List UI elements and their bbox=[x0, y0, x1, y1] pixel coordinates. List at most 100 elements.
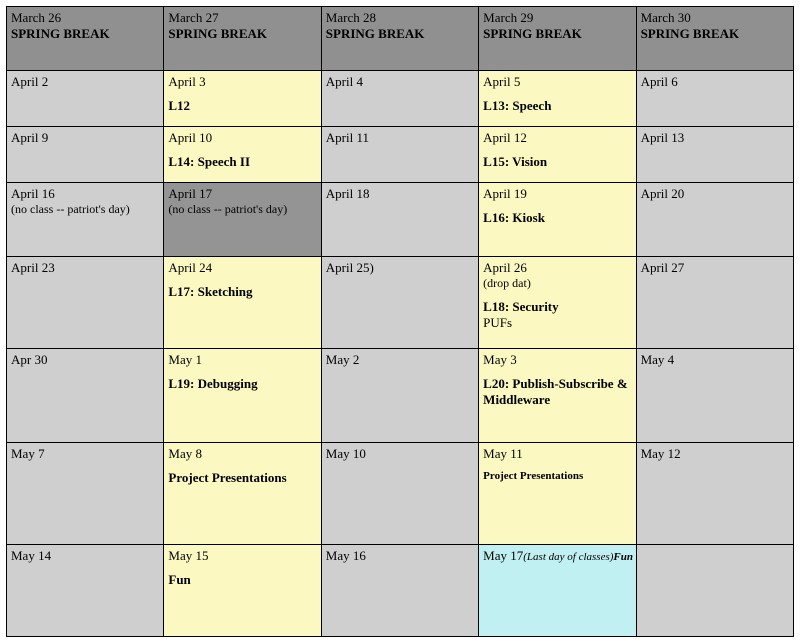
calendar-cell: March 26SPRING BREAK bbox=[7, 7, 164, 71]
calendar-cell: April 17(no class -- patriot's day) bbox=[164, 183, 321, 257]
calendar-cell: April 20 bbox=[636, 183, 793, 257]
cell-date: April 26 bbox=[483, 260, 631, 276]
cell-title: L13: Speech bbox=[483, 98, 631, 114]
cell-date: April 5 bbox=[483, 74, 631, 90]
cell-date: April 24 bbox=[168, 260, 316, 276]
calendar-cell: May 7 bbox=[7, 443, 164, 545]
calendar-cell: April 18 bbox=[321, 183, 478, 257]
cell-date: May 15 bbox=[168, 548, 316, 564]
cell-subtext: (no class -- patriot's day) bbox=[11, 202, 159, 217]
cell-date bbox=[641, 548, 789, 564]
cell-date: April 4 bbox=[326, 74, 474, 90]
cell-date: May 10 bbox=[326, 446, 474, 462]
cell-date: March 30 bbox=[641, 10, 789, 26]
calendar-cell: May 17(Last day of classes)Fun bbox=[479, 545, 636, 637]
calendar-cell: May 16 bbox=[321, 545, 478, 637]
calendar-cell: April 25) bbox=[321, 257, 478, 349]
calendar-cell: April 26(drop dat) L18: SecurityPUFs bbox=[479, 257, 636, 349]
calendar-cell: May 11 Project Presentations bbox=[479, 443, 636, 545]
cell-title: Fun bbox=[168, 572, 316, 588]
cell-date: April 23 bbox=[11, 260, 159, 276]
calendar-row: May 14 May 15 Fun May 16 May 17(Last day of… bbox=[7, 545, 794, 637]
cell-date: May 1 bbox=[168, 352, 316, 368]
cell-title: L16: Kiosk bbox=[483, 210, 631, 226]
cell-date: April 3 bbox=[168, 74, 316, 90]
cell-title: L15: Vision bbox=[483, 154, 631, 170]
calendar-cell: April 12 L15: Vision bbox=[479, 127, 636, 183]
cell-title: L14: Speech II bbox=[168, 154, 316, 170]
calendar-cell: April 5 L13: Speech bbox=[479, 71, 636, 127]
cell-date: April 16 bbox=[11, 186, 159, 202]
calendar-row: March 26SPRING BREAKMarch 27SPRING BREAK… bbox=[7, 7, 794, 71]
cell-date: April 11 bbox=[326, 130, 474, 146]
cell-title: SPRING BREAK bbox=[326, 26, 474, 42]
calendar-row: April 16(no class -- patriot's day)April… bbox=[7, 183, 794, 257]
calendar-cell: May 15 Fun bbox=[164, 545, 321, 637]
calendar-cell: April 6 bbox=[636, 71, 793, 127]
cell-date: April 27 bbox=[641, 260, 789, 276]
calendar-cell: March 30SPRING BREAK bbox=[636, 7, 793, 71]
cell-date: May 14 bbox=[11, 548, 159, 564]
cell-plain: PUFs bbox=[483, 315, 631, 331]
cell-date: May 12 bbox=[641, 446, 789, 462]
calendar-cell: May 12 bbox=[636, 443, 793, 545]
course-calendar: March 26SPRING BREAKMarch 27SPRING BREAK… bbox=[6, 6, 794, 637]
cell-date: April 6 bbox=[641, 74, 789, 90]
cell-date: May 17(Last day of classes)Fun bbox=[483, 548, 631, 564]
cell-title: Project Presentations bbox=[483, 470, 631, 482]
cell-date: May 3 bbox=[483, 352, 631, 368]
calendar-cell: April 16(no class -- patriot's day) bbox=[7, 183, 164, 257]
cell-title: L12 bbox=[168, 98, 316, 114]
calendar-cell: May 1 L19: Debugging bbox=[164, 349, 321, 443]
cell-date: March 29 bbox=[483, 10, 631, 26]
cell-date: May 16 bbox=[326, 548, 474, 564]
calendar-cell: May 8 Project Presentations bbox=[164, 443, 321, 545]
calendar-cell: May 14 bbox=[7, 545, 164, 637]
calendar-cell: April 10 L14: Speech II bbox=[164, 127, 321, 183]
cell-date: May 4 bbox=[641, 352, 789, 368]
calendar-cell: March 29SPRING BREAK bbox=[479, 7, 636, 71]
cell-date: May 7 bbox=[11, 446, 159, 462]
calendar-cell bbox=[636, 545, 793, 637]
cell-date: April 2 bbox=[11, 74, 159, 90]
cell-date: March 26 bbox=[11, 10, 159, 26]
cell-date: April 9 bbox=[11, 130, 159, 146]
calendar-cell: April 4 bbox=[321, 71, 478, 127]
cell-subtext: (drop dat) bbox=[483, 276, 631, 291]
calendar-cell: April 2 bbox=[7, 71, 164, 127]
cell-title: SPRING BREAK bbox=[641, 26, 789, 42]
cell-date: April 12 bbox=[483, 130, 631, 146]
cell-title: L20: Publish-Subscribe & Middleware bbox=[483, 376, 631, 408]
cell-date: April 19 bbox=[483, 186, 631, 202]
calendar-cell: April 19 L16: Kiosk bbox=[479, 183, 636, 257]
cell-subtext: (no class -- patriot's day) bbox=[168, 202, 316, 217]
cell-trail: Fun bbox=[613, 551, 633, 563]
calendar-cell: Apr 30 bbox=[7, 349, 164, 443]
calendar-row: April 2 April 3 L12 April 4 April 5 L13: Sp… bbox=[7, 71, 794, 127]
cell-date: May 2 bbox=[326, 352, 474, 368]
cell-date: April 17 bbox=[168, 186, 316, 202]
cell-date: May 8 bbox=[168, 446, 316, 462]
cell-date: April 10 bbox=[168, 130, 316, 146]
cell-title: L17: Sketching bbox=[168, 284, 316, 300]
cell-date: April 13 bbox=[641, 130, 789, 146]
calendar-cell: April 3 L12 bbox=[164, 71, 321, 127]
calendar-cell: April 13 bbox=[636, 127, 793, 183]
cell-title: SPRING BREAK bbox=[168, 26, 316, 42]
cell-note: (Last day of classes) bbox=[523, 551, 613, 563]
cell-date: April 18 bbox=[326, 186, 474, 202]
cell-title: L19: Debugging bbox=[168, 376, 316, 392]
cell-title: Project Presentations bbox=[168, 470, 316, 486]
calendar-cell: May 2 bbox=[321, 349, 478, 443]
calendar-cell: April 27 bbox=[636, 257, 793, 349]
calendar-cell: March 27SPRING BREAK bbox=[164, 7, 321, 71]
calendar-row: May 7 May 8 Project Presentations May 10 Ma… bbox=[7, 443, 794, 545]
cell-date: March 28 bbox=[326, 10, 474, 26]
calendar-cell: May 10 bbox=[321, 443, 478, 545]
calendar-cell: May 3 L20: Publish-Subscribe & Middlewar… bbox=[479, 349, 636, 443]
cell-title: L18: Security bbox=[483, 299, 631, 315]
calendar-cell: April 23 bbox=[7, 257, 164, 349]
cell-title: SPRING BREAK bbox=[11, 26, 159, 42]
calendar-cell: April 24 L17: Sketching bbox=[164, 257, 321, 349]
calendar-row: April 9 April 10 L14: Speech II April 11 Ap… bbox=[7, 127, 794, 183]
